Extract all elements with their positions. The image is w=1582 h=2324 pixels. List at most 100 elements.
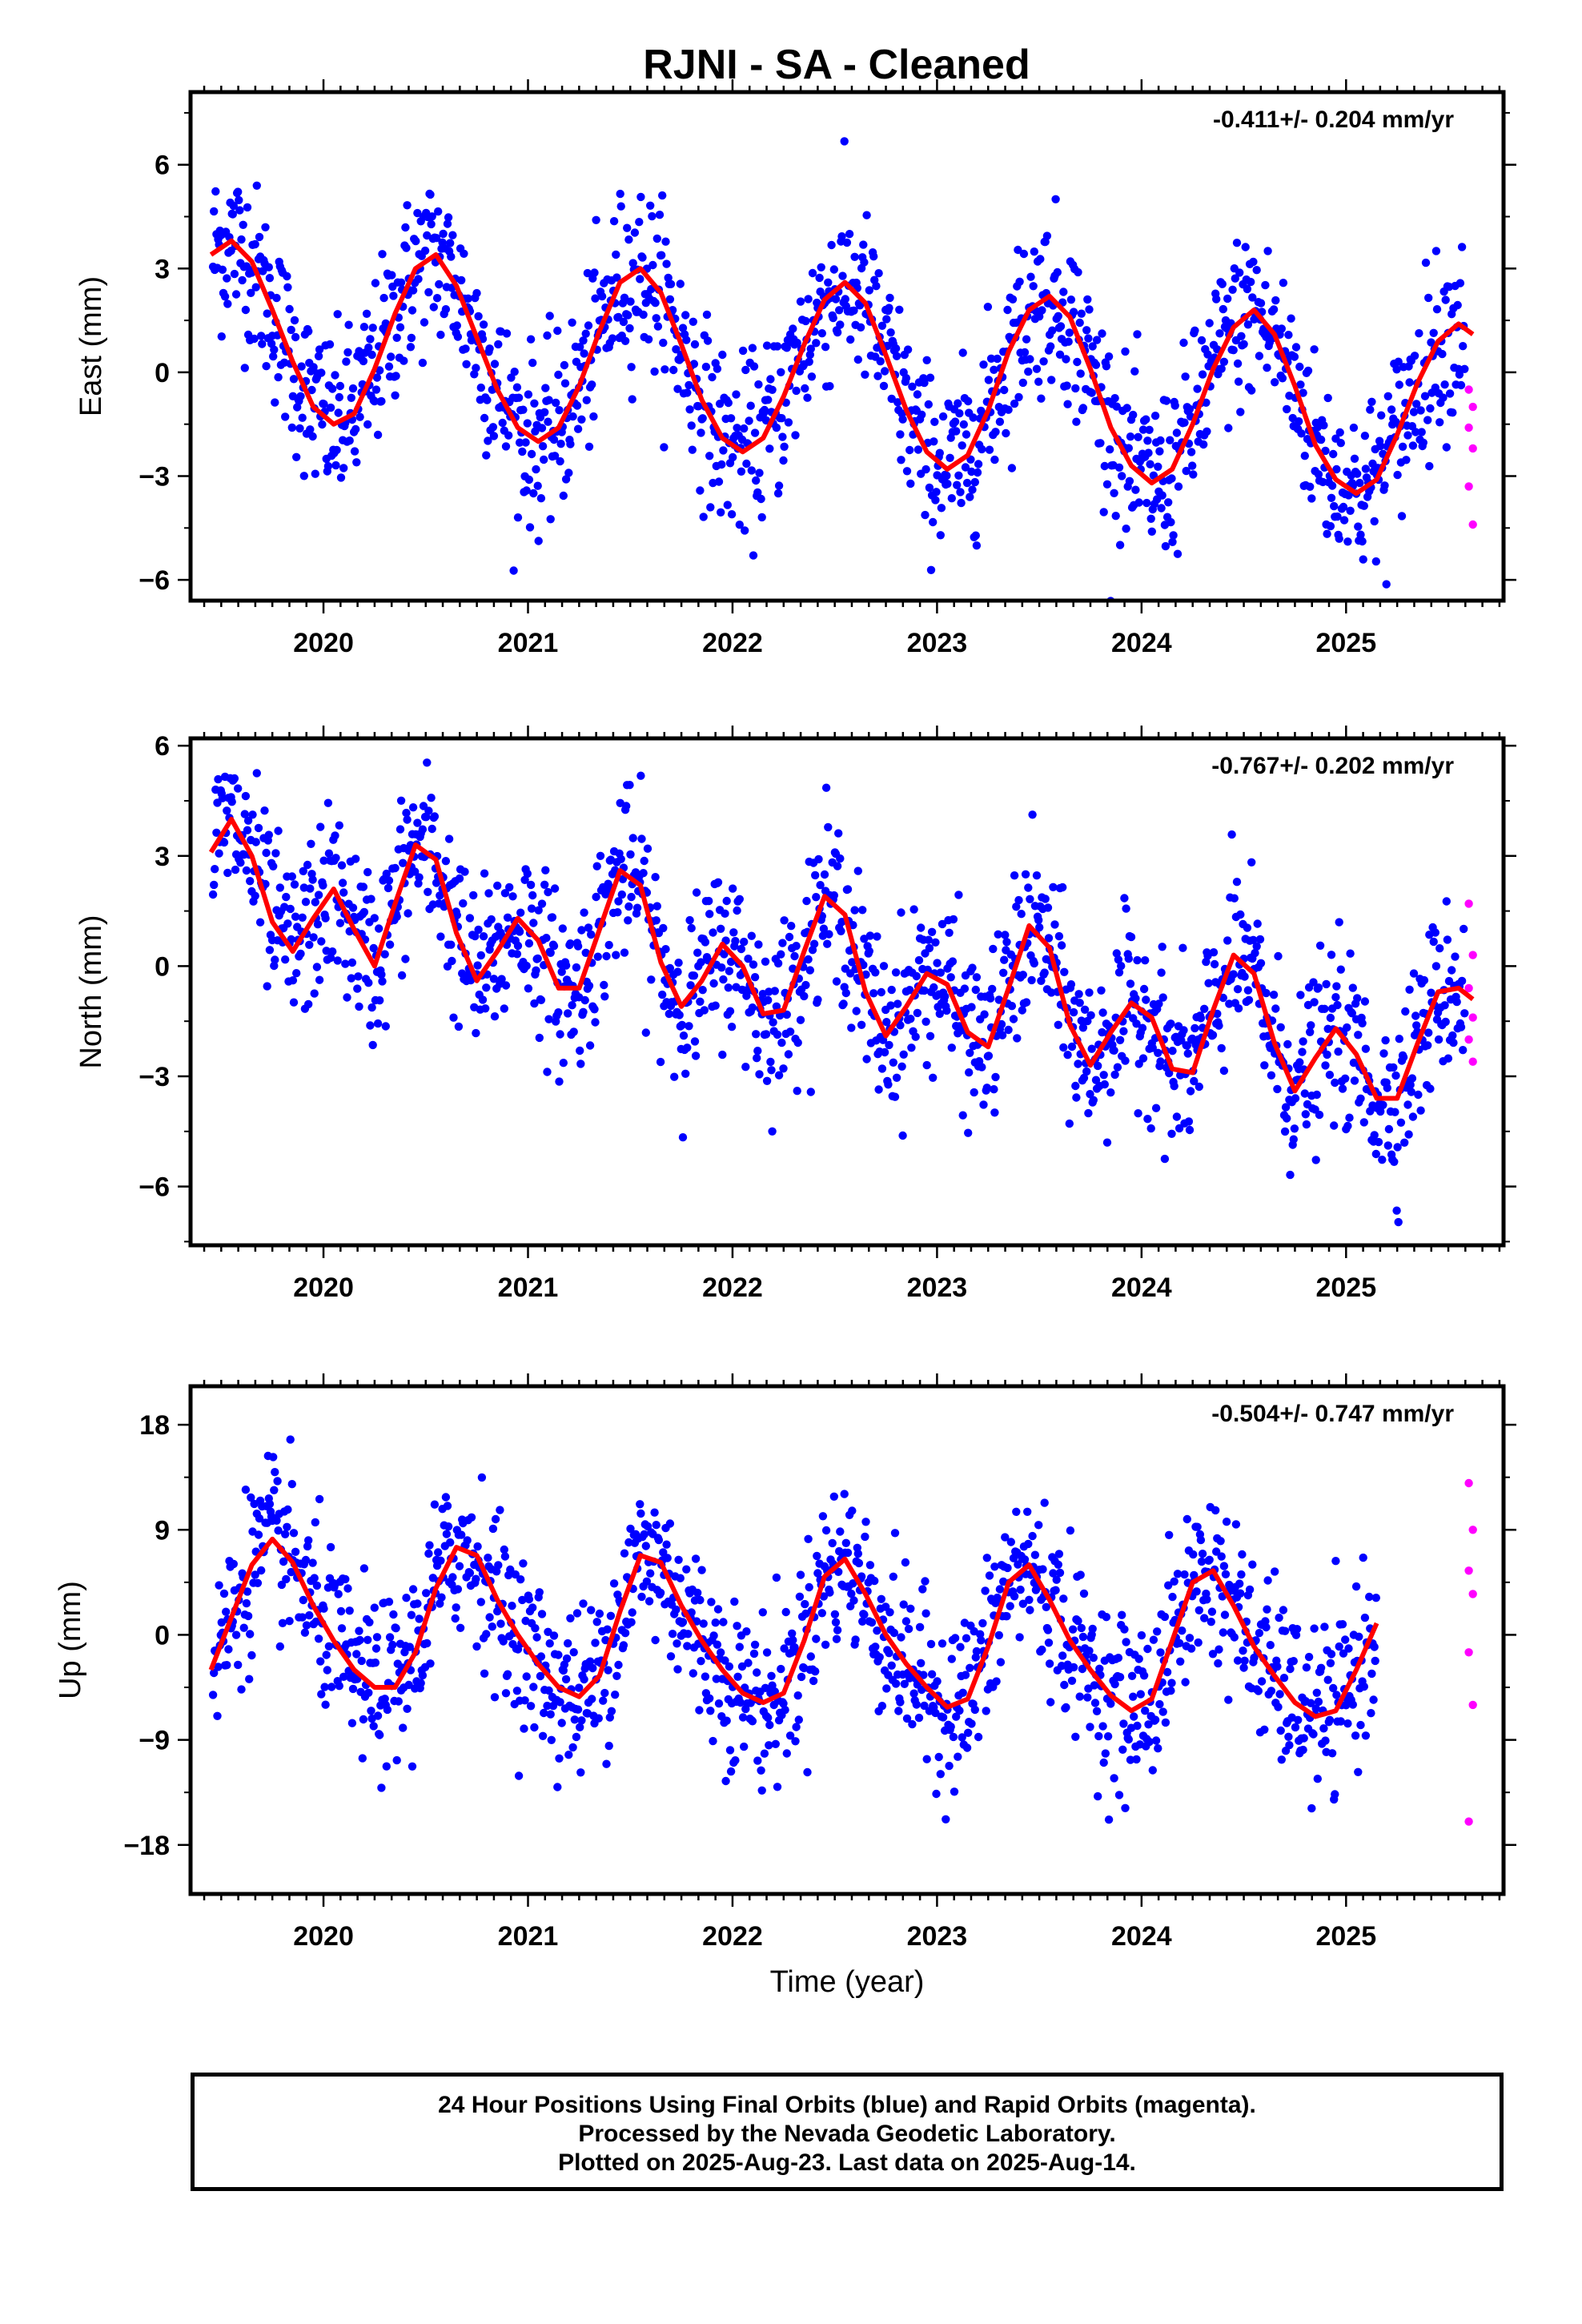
- data-point: [534, 537, 543, 545]
- data-point: [1327, 481, 1337, 490]
- rapid-point: [1468, 402, 1477, 412]
- data-point: [459, 899, 468, 908]
- data-point: [807, 372, 817, 381]
- data-point: [730, 1597, 739, 1606]
- data-point: [722, 1716, 731, 1725]
- data-point: [801, 1599, 809, 1609]
- data-point: [740, 1742, 749, 1751]
- x-tick-label: 2023: [907, 628, 968, 658]
- data-point: [1077, 1016, 1086, 1025]
- data-point: [380, 950, 389, 959]
- data-point: [636, 192, 645, 202]
- data-point: [1343, 1023, 1351, 1032]
- data-point: [588, 380, 596, 389]
- data-point: [1026, 895, 1034, 904]
- data-point: [572, 401, 582, 410]
- data-point: [925, 943, 934, 953]
- data-point: [283, 1522, 291, 1532]
- data-point: [1190, 1076, 1199, 1086]
- data-point: [809, 1676, 818, 1686]
- rapid-point: [1464, 482, 1473, 491]
- data-point: [1343, 1121, 1352, 1131]
- data-point: [310, 1574, 319, 1582]
- data-point: [384, 876, 394, 885]
- data-point: [559, 1059, 568, 1068]
- data-point: [1407, 0, 1415, 4]
- data-point: [1235, 1579, 1244, 1588]
- data-point: [602, 951, 611, 961]
- data-point: [544, 1686, 553, 1695]
- data-point: [1073, 357, 1082, 367]
- data-point: [1010, 399, 1019, 408]
- data-point: [702, 310, 712, 320]
- data-point: [941, 992, 950, 1001]
- data-point: [1255, 352, 1264, 360]
- data-point: [1106, 1088, 1115, 1097]
- data-point: [741, 365, 750, 375]
- data-point: [841, 1538, 851, 1548]
- data-point: [377, 396, 386, 406]
- data-point: [884, 1080, 893, 1089]
- data-point: [690, 1037, 700, 1046]
- data-point: [1438, 349, 1447, 359]
- data-point: [1289, 1657, 1299, 1666]
- data-point: [1211, 1506, 1220, 1515]
- data-point: [536, 1652, 546, 1661]
- data-point: [1078, 1023, 1088, 1032]
- data-point: [579, 1599, 588, 1608]
- data-point: [214, 774, 223, 784]
- data-point: [480, 1669, 489, 1678]
- data-point: [1403, 1100, 1412, 1109]
- data-point: [709, 1736, 717, 1746]
- data-point: [1353, 994, 1362, 1003]
- data-point: [1415, 0, 1423, 4]
- data-point: [686, 981, 695, 990]
- data-point: [281, 412, 290, 421]
- data-point: [488, 1622, 496, 1631]
- data-point: [1219, 993, 1228, 1003]
- data-point: [407, 333, 416, 343]
- data-point: [966, 1663, 974, 1672]
- y-tick-label: 6: [155, 731, 170, 762]
- data-point: [1298, 1047, 1307, 1056]
- data-point: [966, 1048, 974, 1058]
- data-point: [976, 1630, 985, 1638]
- data-point: [532, 464, 540, 474]
- data-point: [620, 293, 629, 302]
- data-point: [714, 1699, 724, 1708]
- data-point: [1427, 0, 1435, 4]
- data-point: [869, 989, 878, 998]
- data-point: [672, 1605, 681, 1614]
- data-point: [911, 1032, 920, 1041]
- data-point: [224, 1645, 233, 1654]
- data-point: [753, 1054, 761, 1063]
- data-point: [215, 849, 223, 858]
- data-point: [576, 343, 584, 352]
- data-point: [777, 1664, 785, 1674]
- data-point: [1177, 1035, 1186, 1045]
- y-tick-label: −6: [139, 1172, 170, 1203]
- x-axis-label: Time (year): [770, 1965, 925, 1999]
- data-point: [1379, 0, 1387, 4]
- data-point: [350, 447, 359, 456]
- data-point: [527, 904, 536, 913]
- data-point: [1274, 951, 1283, 961]
- data-point: [780, 1644, 789, 1653]
- data-point: [1371, 1594, 1381, 1602]
- data-point: [311, 469, 319, 478]
- data-point: [1243, 284, 1252, 294]
- data-point: [980, 1010, 989, 1019]
- data-point: [958, 1688, 967, 1697]
- data-point: [1334, 1047, 1343, 1056]
- data-point: [934, 1752, 943, 1762]
- data-point: [618, 875, 628, 884]
- data-point: [813, 1569, 822, 1578]
- data-point: [813, 1551, 821, 1561]
- data-point: [912, 1700, 921, 1709]
- data-point: [735, 1642, 744, 1651]
- data-point: [535, 1033, 544, 1043]
- data-point: [1309, 1730, 1318, 1739]
- data-point: [780, 916, 789, 925]
- data-point: [848, 1506, 857, 1515]
- data-point: [444, 834, 454, 843]
